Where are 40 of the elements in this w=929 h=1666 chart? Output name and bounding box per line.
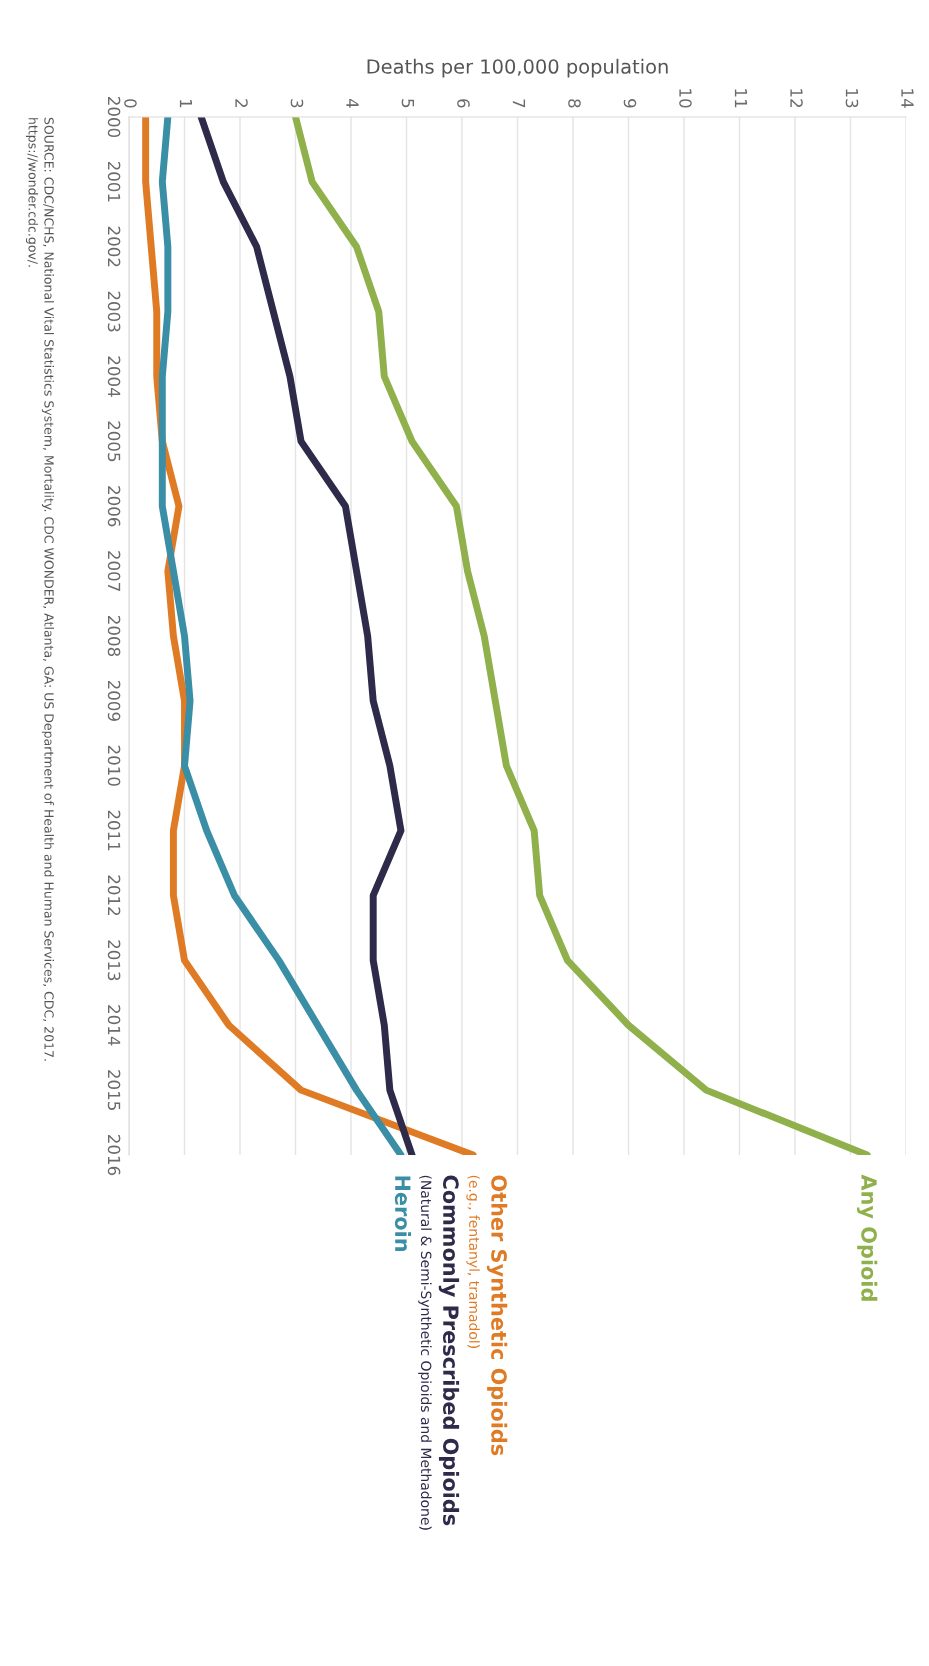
y-tick-label: 2000 [107,97,121,138]
y-tick-label: 2009 [107,680,121,721]
text: (e.g., fentanyl, tramadol) [466,1175,480,1348]
x-tick-label: 0 [124,99,137,108]
y-tick-label: 2013 [107,940,121,981]
x-tick-label: 2 [235,99,248,107]
y-tick-label: 2005 [107,421,121,462]
text: Heroin [394,1176,412,1251]
source-note: SOURCE: CDC/NCHS, National Vital Statistics System, Mortality. CDC WONDER, Atlanta, GA: US Department of Health and Human Services, CDC, 2017. https://wonder.cdc.gov/. [26,117,54,1061]
y-tick-label: 2011 [107,810,121,851]
y-tick-label: 2001 [107,161,121,202]
y-tick-label: 2002 [107,226,121,267]
y-tick-label: 2010 [107,745,121,786]
y-tick-label: 2016 [107,1135,121,1176]
text: (Natural & Semi-Synthetic Opioids and Methadone) [418,1175,432,1530]
y-tick-label: 2003 [107,291,121,332]
x-tick-label: 12 [790,89,803,107]
x-tick-label: 7 [512,99,526,108]
x-tick-label: 8 [568,99,581,108]
y-tick-label: 2007 [107,551,121,591]
y-tick-label: 2012 [107,875,121,916]
y-tick-label: 2015 [107,1070,121,1110]
x-tick-label: 10 [679,89,692,108]
y-tick-label: 2006 [107,486,121,527]
x-tick-label: 3 [290,99,304,108]
x-tick-label: 5 [401,99,415,108]
text: Any Opioid [856,1174,878,1301]
x-tick-label: 9 [623,99,637,108]
x-tick-label: 4 [346,98,359,108]
x-axis-title: Deaths per 100,000 population [367,58,668,78]
text: Commonly Prescribed Opioids [438,1175,460,1526]
x-tick-label: 11 [734,89,748,108]
y-tick-label: 2004 [107,356,121,397]
y-tick-label: 2014 [107,1005,121,1046]
x-tick-label: 1 [179,99,193,108]
x-tick-label: 13 [845,89,859,108]
y-tick-label: 2008 [107,616,121,657]
x-tick-label: 14 [901,89,914,108]
x-tick-label: 6 [457,99,470,108]
text: Other Synthetic Opioids [486,1175,508,1456]
